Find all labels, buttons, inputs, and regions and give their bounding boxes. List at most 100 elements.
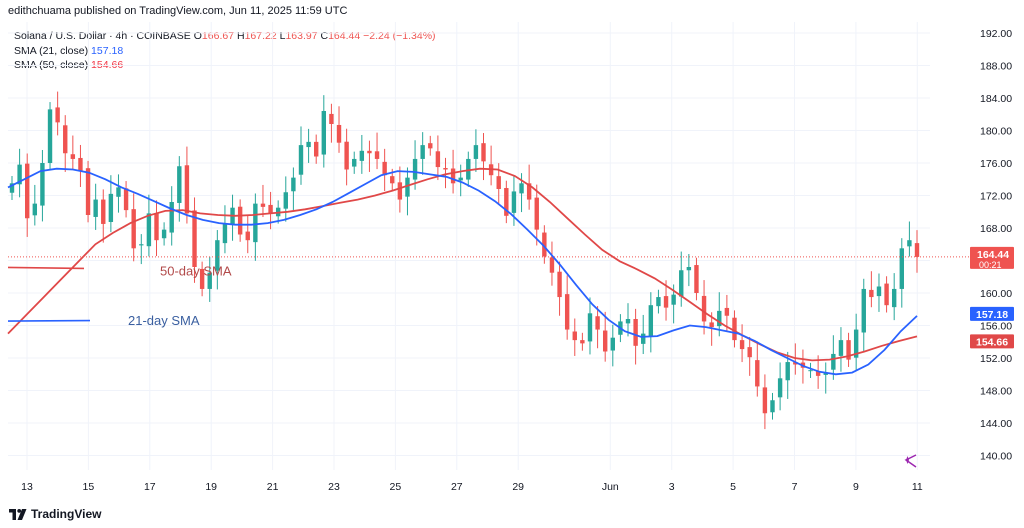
candle bbox=[504, 180, 509, 224]
candle bbox=[78, 144, 83, 187]
candle bbox=[63, 115, 68, 172]
candle bbox=[420, 132, 425, 175]
candle-body bbox=[374, 151, 380, 159]
candle bbox=[838, 327, 844, 372]
candle-body bbox=[215, 240, 220, 271]
candle-body bbox=[481, 143, 486, 162]
candle bbox=[336, 106, 342, 153]
candle-body bbox=[314, 141, 319, 157]
legend-sma21-row[interactable]: SMA (21, close) 157.18 bbox=[14, 44, 436, 59]
candle-body bbox=[876, 286, 882, 297]
candle bbox=[450, 149, 456, 194]
candle bbox=[557, 261, 562, 316]
candle bbox=[435, 135, 441, 181]
countdown-label: 00:21 bbox=[979, 260, 1002, 270]
candle bbox=[344, 128, 349, 186]
y-tick-label: 140.00 bbox=[980, 451, 1012, 463]
candle-body bbox=[777, 378, 783, 398]
candle bbox=[846, 332, 851, 367]
candle-body bbox=[572, 331, 577, 341]
candle bbox=[260, 184, 266, 218]
candle-body bbox=[435, 151, 441, 168]
candle-body bbox=[884, 283, 889, 306]
candle bbox=[823, 362, 828, 394]
candle-body bbox=[85, 168, 91, 215]
sma50-annotation-line bbox=[7, 266, 85, 270]
candle-body bbox=[808, 370, 813, 372]
candle bbox=[93, 183, 98, 230]
x-tick-label: 15 bbox=[83, 481, 95, 493]
candle-body bbox=[298, 145, 304, 175]
candle-body bbox=[63, 125, 68, 154]
candle bbox=[458, 164, 463, 197]
candle-body bbox=[831, 353, 836, 370]
tradingview-brand: TradingView bbox=[31, 507, 102, 521]
y-tick-label: 168.00 bbox=[980, 223, 1012, 235]
candle-body bbox=[793, 362, 798, 365]
candle-body bbox=[70, 154, 76, 159]
candle bbox=[686, 254, 692, 287]
candle bbox=[283, 176, 288, 222]
candle bbox=[884, 276, 889, 313]
y-tick-label: 152.00 bbox=[980, 353, 1012, 365]
candle-body bbox=[420, 145, 425, 159]
candle-body bbox=[405, 177, 410, 197]
candle bbox=[412, 140, 418, 190]
candle-body bbox=[458, 177, 463, 181]
candle bbox=[899, 238, 904, 308]
tradingview-logo-icon bbox=[9, 508, 27, 520]
sma21-annotation: 21-day SMA bbox=[128, 313, 200, 328]
candle bbox=[32, 184, 38, 226]
candle-body bbox=[177, 166, 182, 203]
candle bbox=[397, 166, 403, 213]
candle-body bbox=[717, 310, 722, 327]
sma21-value: 157.18 bbox=[91, 44, 124, 57]
candle bbox=[85, 160, 91, 223]
candle bbox=[701, 280, 707, 335]
candle-body bbox=[131, 209, 136, 249]
candle bbox=[405, 167, 410, 216]
candle-body bbox=[412, 158, 418, 180]
candle bbox=[656, 289, 661, 314]
close-label: C bbox=[320, 30, 329, 42]
candle bbox=[549, 241, 555, 286]
candle-body bbox=[466, 158, 471, 180]
cursor-icon bbox=[904, 454, 917, 468]
candle-body bbox=[633, 319, 638, 346]
candle bbox=[230, 194, 235, 241]
x-tick-label: Jun bbox=[602, 481, 619, 493]
candle bbox=[9, 176, 15, 201]
candle-body bbox=[701, 295, 707, 322]
candle-body bbox=[648, 305, 654, 337]
candle bbox=[587, 297, 593, 355]
x-tick-label: 11 bbox=[912, 481, 923, 493]
candle-body bbox=[108, 193, 114, 222]
sma21-badge-label: 157.18 bbox=[976, 309, 1008, 321]
candle-body bbox=[473, 145, 479, 159]
candle bbox=[831, 335, 836, 380]
candle bbox=[610, 324, 615, 367]
candle-body bbox=[656, 297, 661, 307]
y-tick-label: 148.00 bbox=[980, 386, 1012, 398]
candle-body bbox=[625, 319, 631, 324]
candle-body bbox=[245, 231, 250, 241]
candle-body bbox=[526, 183, 532, 200]
candle-body bbox=[542, 232, 547, 257]
tradingview-logo[interactable]: TradingView bbox=[9, 507, 101, 521]
sma50-badge bbox=[970, 334, 1014, 349]
x-tick-label: 17 bbox=[144, 481, 156, 493]
candle-body bbox=[557, 271, 562, 298]
candle-body bbox=[694, 265, 699, 293]
candle bbox=[101, 189, 106, 243]
candle bbox=[215, 230, 220, 290]
candle-body bbox=[838, 340, 844, 356]
candle bbox=[785, 351, 790, 399]
x-tick-label: 25 bbox=[390, 481, 402, 493]
x-tick-label: 29 bbox=[512, 481, 524, 493]
candle-body bbox=[55, 107, 60, 123]
candle bbox=[298, 126, 304, 185]
candle-body bbox=[428, 143, 433, 149]
candle-body bbox=[869, 289, 874, 298]
candle bbox=[154, 200, 159, 257]
